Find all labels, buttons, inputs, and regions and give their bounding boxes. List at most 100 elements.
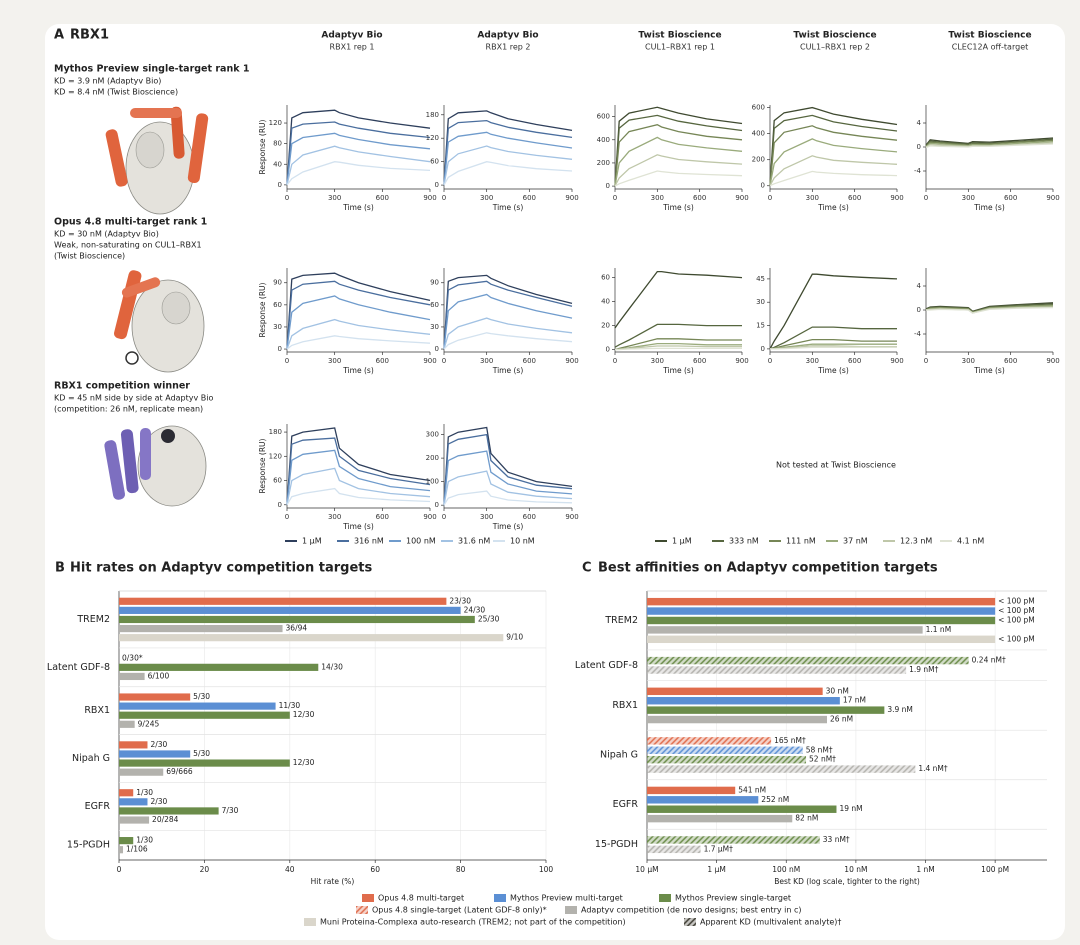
- x-tick-label: 600: [693, 194, 706, 202]
- value-label: 5/30: [193, 749, 210, 758]
- x-tick-label: 0: [924, 194, 928, 202]
- y-tick-label: 600: [597, 113, 610, 121]
- bar: [647, 706, 885, 714]
- y-tick-label: 4: [917, 119, 922, 127]
- x-tick-label: 600: [376, 357, 389, 365]
- x-tick-label: 0: [442, 194, 446, 202]
- x-tick-label: 600: [376, 194, 389, 202]
- legend-swatch: [362, 894, 374, 902]
- row-note: KD = 3.9 nM (Adaptyv Bio): [54, 77, 161, 86]
- row-note: KD = 45 nM side by side at Adaptyv Bio: [54, 394, 213, 403]
- bar: [119, 606, 461, 614]
- x-tick-label: 20: [200, 865, 210, 874]
- bar: [647, 635, 996, 644]
- x-tick-label: 80: [456, 865, 466, 874]
- panel-label: C: [582, 561, 592, 576]
- sensorgram-line: [443, 293, 573, 350]
- sensorgram-line: [286, 295, 431, 350]
- x-tick-label: 0: [613, 194, 617, 202]
- category-label: Nipah G: [72, 753, 110, 764]
- sensorgram-line: [443, 490, 573, 506]
- y-tick-label: 300: [426, 431, 439, 439]
- x-axis-label: Time (s): [662, 366, 694, 375]
- sensorgram-line: [614, 323, 742, 348]
- protein-illustration: [104, 425, 207, 507]
- y-tick-label: 0: [278, 181, 282, 189]
- bar: [119, 768, 164, 776]
- value-label: 541 nM: [738, 785, 766, 794]
- x-tick-label: 300: [328, 357, 341, 365]
- value-label: 12/30: [293, 710, 315, 719]
- value-label: 1.4 nM†: [918, 764, 948, 773]
- x-axis-label: Time (s): [662, 203, 694, 212]
- y-tick-label: 30: [430, 323, 439, 331]
- y-tick-label: 180: [269, 428, 282, 436]
- bar: [119, 789, 134, 797]
- y-tick-label: 600: [752, 104, 765, 112]
- bar: [119, 720, 135, 728]
- legend-swatch: [659, 894, 671, 902]
- legend-swatch: [356, 906, 368, 914]
- sensorgram-line: [769, 273, 898, 350]
- value-label: 1/106: [126, 845, 148, 854]
- y-tick-label: 60: [273, 477, 282, 485]
- y-tick-label: 60: [430, 158, 439, 166]
- value-label: 1.7 µM†: [704, 844, 734, 853]
- x-tick-label: 900: [423, 513, 436, 521]
- sensorgram-line: [443, 450, 573, 506]
- legend-label: Opus 4.8 multi-target: [378, 894, 464, 903]
- x-axis-label: Time (s): [492, 522, 524, 531]
- y-tick-label: 15: [756, 322, 765, 330]
- sensorgram-line: [286, 132, 431, 185]
- value-label: < 100 pM: [998, 606, 1035, 615]
- bar: [647, 607, 996, 615]
- bar: [647, 626, 923, 634]
- sensorgram-line: [614, 114, 743, 187]
- x-tick-label: 600: [1004, 357, 1017, 365]
- sensorgram-line: [615, 347, 742, 351]
- bar: [119, 634, 504, 642]
- sensorgram-line: [769, 125, 898, 186]
- value-label: 0.24 nM†: [972, 656, 1006, 665]
- legend-label: Opus 4.8 single-target (Latent GDF-8 onl…: [372, 906, 547, 915]
- column-title: Adaptyv Bio: [477, 31, 538, 41]
- value-label: 252 nM: [761, 795, 789, 804]
- y-tick-label: 30: [273, 323, 282, 331]
- bar: [647, 737, 772, 745]
- sensorgram-line: [286, 145, 431, 186]
- sensorgram-line: [614, 154, 743, 187]
- y-tick-label: 80: [273, 140, 282, 148]
- sensorgram-line: [770, 346, 897, 350]
- sensorgram-line: [443, 433, 573, 506]
- column-subtitle: RBX1 rep 2: [486, 43, 531, 52]
- x-tick-label: 600: [523, 194, 536, 202]
- y-tick-label: 0: [606, 182, 610, 190]
- bar: [647, 805, 837, 813]
- y-tick-label: 0: [917, 306, 921, 314]
- value-label: < 100 pM: [998, 597, 1035, 606]
- bar: [647, 786, 736, 795]
- y-tick-label: 120: [426, 134, 439, 142]
- protein-illustration: [105, 106, 209, 215]
- y-tick-label: 40: [601, 298, 610, 306]
- y-tick-label: -4: [914, 330, 922, 338]
- value-label: 69/666: [166, 767, 193, 776]
- sensorgram-line: [769, 170, 898, 187]
- sensorgram-line: [286, 449, 431, 505]
- value-label: 165 nM†: [774, 736, 806, 745]
- x-tick-label: 300: [651, 194, 664, 202]
- row-title: RBX1 competition winner: [54, 381, 190, 392]
- value-label: 33 nM†: [823, 835, 850, 844]
- sensorgram-line: [769, 138, 898, 186]
- legend-label: 10 nM: [510, 537, 535, 546]
- legend-label: 31.6 nM: [458, 537, 490, 546]
- y-tick-label: 0: [435, 181, 439, 189]
- y-tick-label: 120: [269, 119, 282, 127]
- sensorgram-line: [286, 280, 431, 350]
- value-label: 14/30: [321, 662, 343, 671]
- y-tick-label: 200: [752, 156, 765, 164]
- x-tick-label: 0: [613, 357, 617, 365]
- bar: [647, 656, 969, 665]
- value-label: 1.9 nM†: [909, 665, 939, 674]
